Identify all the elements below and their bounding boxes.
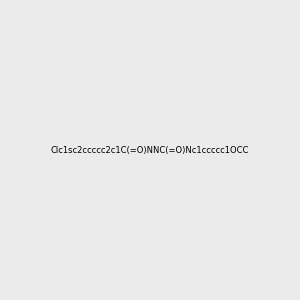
- Text: Clc1sc2ccccc2c1C(=O)NNC(=O)Nc1ccccc1OCC: Clc1sc2ccccc2c1C(=O)NNC(=O)Nc1ccccc1OCC: [51, 146, 249, 154]
